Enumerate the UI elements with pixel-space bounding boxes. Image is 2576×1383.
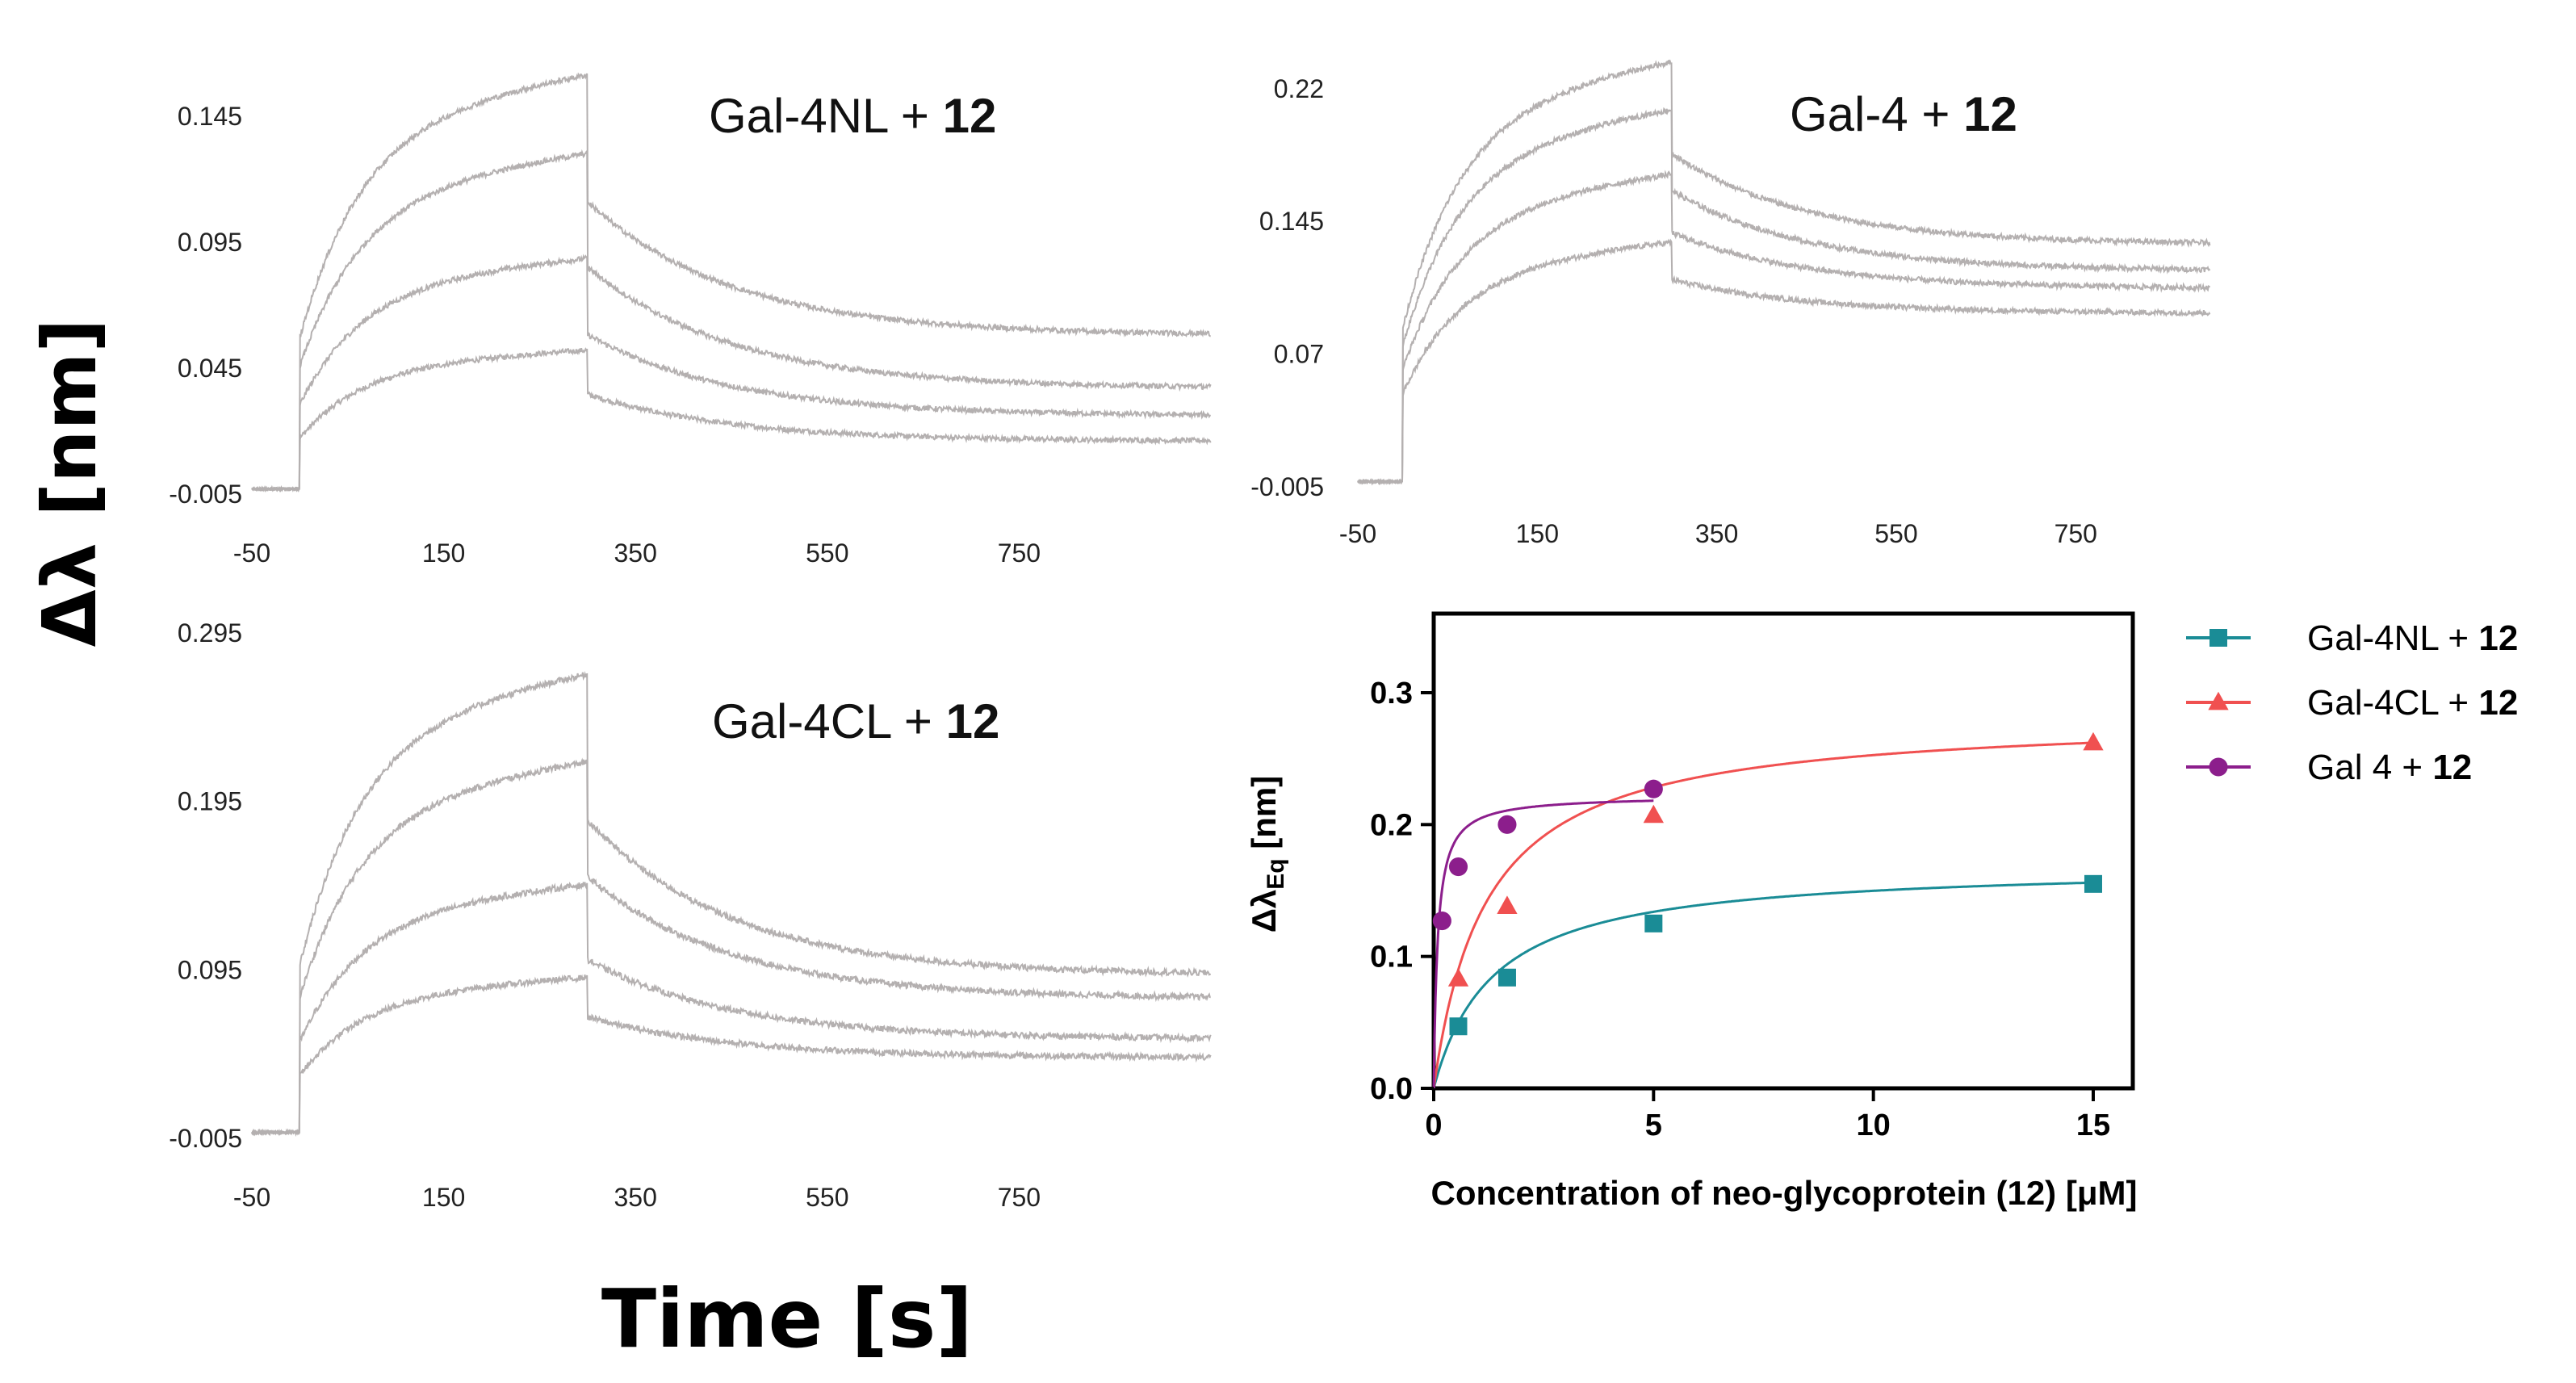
y-tick-label: 0.07 xyxy=(1274,340,1324,369)
x-tick-label: 150 xyxy=(1516,519,1559,548)
legend-marker xyxy=(2209,757,2228,777)
sensorgram-trace xyxy=(251,671,1212,1137)
y-tick-label: 0.195 xyxy=(178,787,242,816)
x-tick-label: 150 xyxy=(422,1183,465,1212)
x-tick-label: -50 xyxy=(233,1183,270,1212)
y-tick-label: 0.145 xyxy=(178,102,242,131)
sensorgram-gal4-panel: -0.005 0.07 0.145 0.22 -50 150 350 550 750 Gal-… xyxy=(1250,59,2211,548)
legend-label: Gal 4 + 12 xyxy=(2307,748,2472,787)
sensorgram-trace xyxy=(251,254,1211,492)
y-tick-label: 0.2 xyxy=(1370,808,1413,842)
data-point xyxy=(2083,731,2104,751)
isotherm-y-label: ΔλEq [nm] xyxy=(1245,776,1289,933)
x-tick-label: 10 xyxy=(1857,1108,1891,1142)
data-point xyxy=(1497,968,1516,987)
y-tick-label: 0.3 xyxy=(1370,677,1413,710)
x-tick-label: 550 xyxy=(806,539,848,568)
y-tick-label: -0.005 xyxy=(169,1124,242,1153)
data-point xyxy=(2084,874,2102,893)
x-tick-label: 350 xyxy=(614,1183,657,1212)
data-point xyxy=(1643,804,1664,824)
data-point xyxy=(1497,815,1517,834)
x-axis-label: Time [s] xyxy=(601,1272,973,1366)
y-tick-label: 0.295 xyxy=(178,618,242,647)
sensorgram-gal4nl-title: Gal-4NL + 12 xyxy=(709,89,996,143)
fit-curve xyxy=(1432,881,2093,1089)
x-tick-label: 150 xyxy=(422,539,465,568)
data-point xyxy=(1644,914,1663,932)
isotherm-legend: Gal-4NL + 12 Gal-4CL + 12 Gal 4 + 12 xyxy=(2186,618,2518,787)
sensorgram-trace xyxy=(251,974,1212,1138)
y-tick-label: -0.005 xyxy=(169,480,242,509)
legend-marker xyxy=(2208,691,2229,710)
binding-isotherm-panel: 0.0 0.1 0.2 0.3 0 5 10 15 Concentration of neo… xyxy=(1245,611,2518,1212)
x-tick-label: 750 xyxy=(998,539,1041,568)
data-point xyxy=(1447,968,1469,987)
sensorgram-trace xyxy=(251,149,1212,493)
y-tick-label: 0.145 xyxy=(1259,207,1324,236)
sensorgram-gal4nl-panel: -0.005 0.045 0.095 0.145 -50 150 350 550 750 Ga… xyxy=(169,72,1212,568)
legend-label: Gal-4NL + 12 xyxy=(2307,618,2518,658)
data-point xyxy=(1644,779,1663,798)
x-tick-label: 750 xyxy=(2055,519,2097,548)
sensorgram-trace xyxy=(1357,170,2211,485)
sensorgram-trace xyxy=(1357,59,2211,486)
sensorgram-trace xyxy=(251,882,1212,1137)
data-point xyxy=(1497,895,1518,914)
legend-marker xyxy=(2209,629,2227,647)
sensorgram-trace xyxy=(251,72,1211,492)
fit-curve xyxy=(1432,741,2093,1089)
y-tick-label: 0.0 xyxy=(1370,1072,1413,1106)
x-tick-label: -50 xyxy=(1339,519,1376,548)
data-point xyxy=(1448,857,1468,877)
x-tick-label: 750 xyxy=(998,1183,1041,1212)
x-tick-label: 350 xyxy=(614,539,657,568)
x-tick-label: 550 xyxy=(806,1183,848,1212)
x-tick-label: 350 xyxy=(1695,519,1738,548)
isotherm-frame xyxy=(1431,611,2135,1091)
fit-curve xyxy=(1432,799,1654,1089)
data-point xyxy=(1449,1017,1468,1036)
y-tick-label: 0.22 xyxy=(1274,74,1324,103)
sensorgram-gal4cl-panel: -0.005 0.095 0.195 0.295 -50 150 350 550 750 Ga… xyxy=(169,618,1212,1212)
x-tick-label: -50 xyxy=(233,539,270,568)
y-tick-label: 0.045 xyxy=(178,354,242,383)
sensorgram-trace xyxy=(251,347,1212,492)
y-tick-label: 0.1 xyxy=(1370,941,1413,974)
sensorgram-trace xyxy=(1357,238,2211,486)
data-point xyxy=(1432,912,1451,931)
sensorgram-gal4cl-title: Gal-4CL + 12 xyxy=(712,694,999,748)
x-tick-label: 15 xyxy=(2076,1108,2110,1142)
y-tick-label: -0.005 xyxy=(1250,472,1324,501)
sensorgram-trace xyxy=(1357,107,2211,485)
x-tick-label: 0 xyxy=(1425,1108,1442,1142)
y-tick-label: 0.095 xyxy=(178,228,242,257)
x-tick-label: 5 xyxy=(1645,1108,1662,1142)
x-tick-label: 550 xyxy=(1874,519,1917,548)
legend-label: Gal-4CL + 12 xyxy=(2307,683,2518,723)
sensorgram-gal4-title: Gal-4 + 12 xyxy=(1790,87,2017,141)
sensorgram-trace xyxy=(251,757,1211,1137)
y-axis-label: Δλ [nm] xyxy=(27,319,113,647)
isotherm-x-label: Concentration of neo-glycoprotein (12) [… xyxy=(1430,1174,2137,1212)
y-tick-label: 0.095 xyxy=(178,955,242,984)
